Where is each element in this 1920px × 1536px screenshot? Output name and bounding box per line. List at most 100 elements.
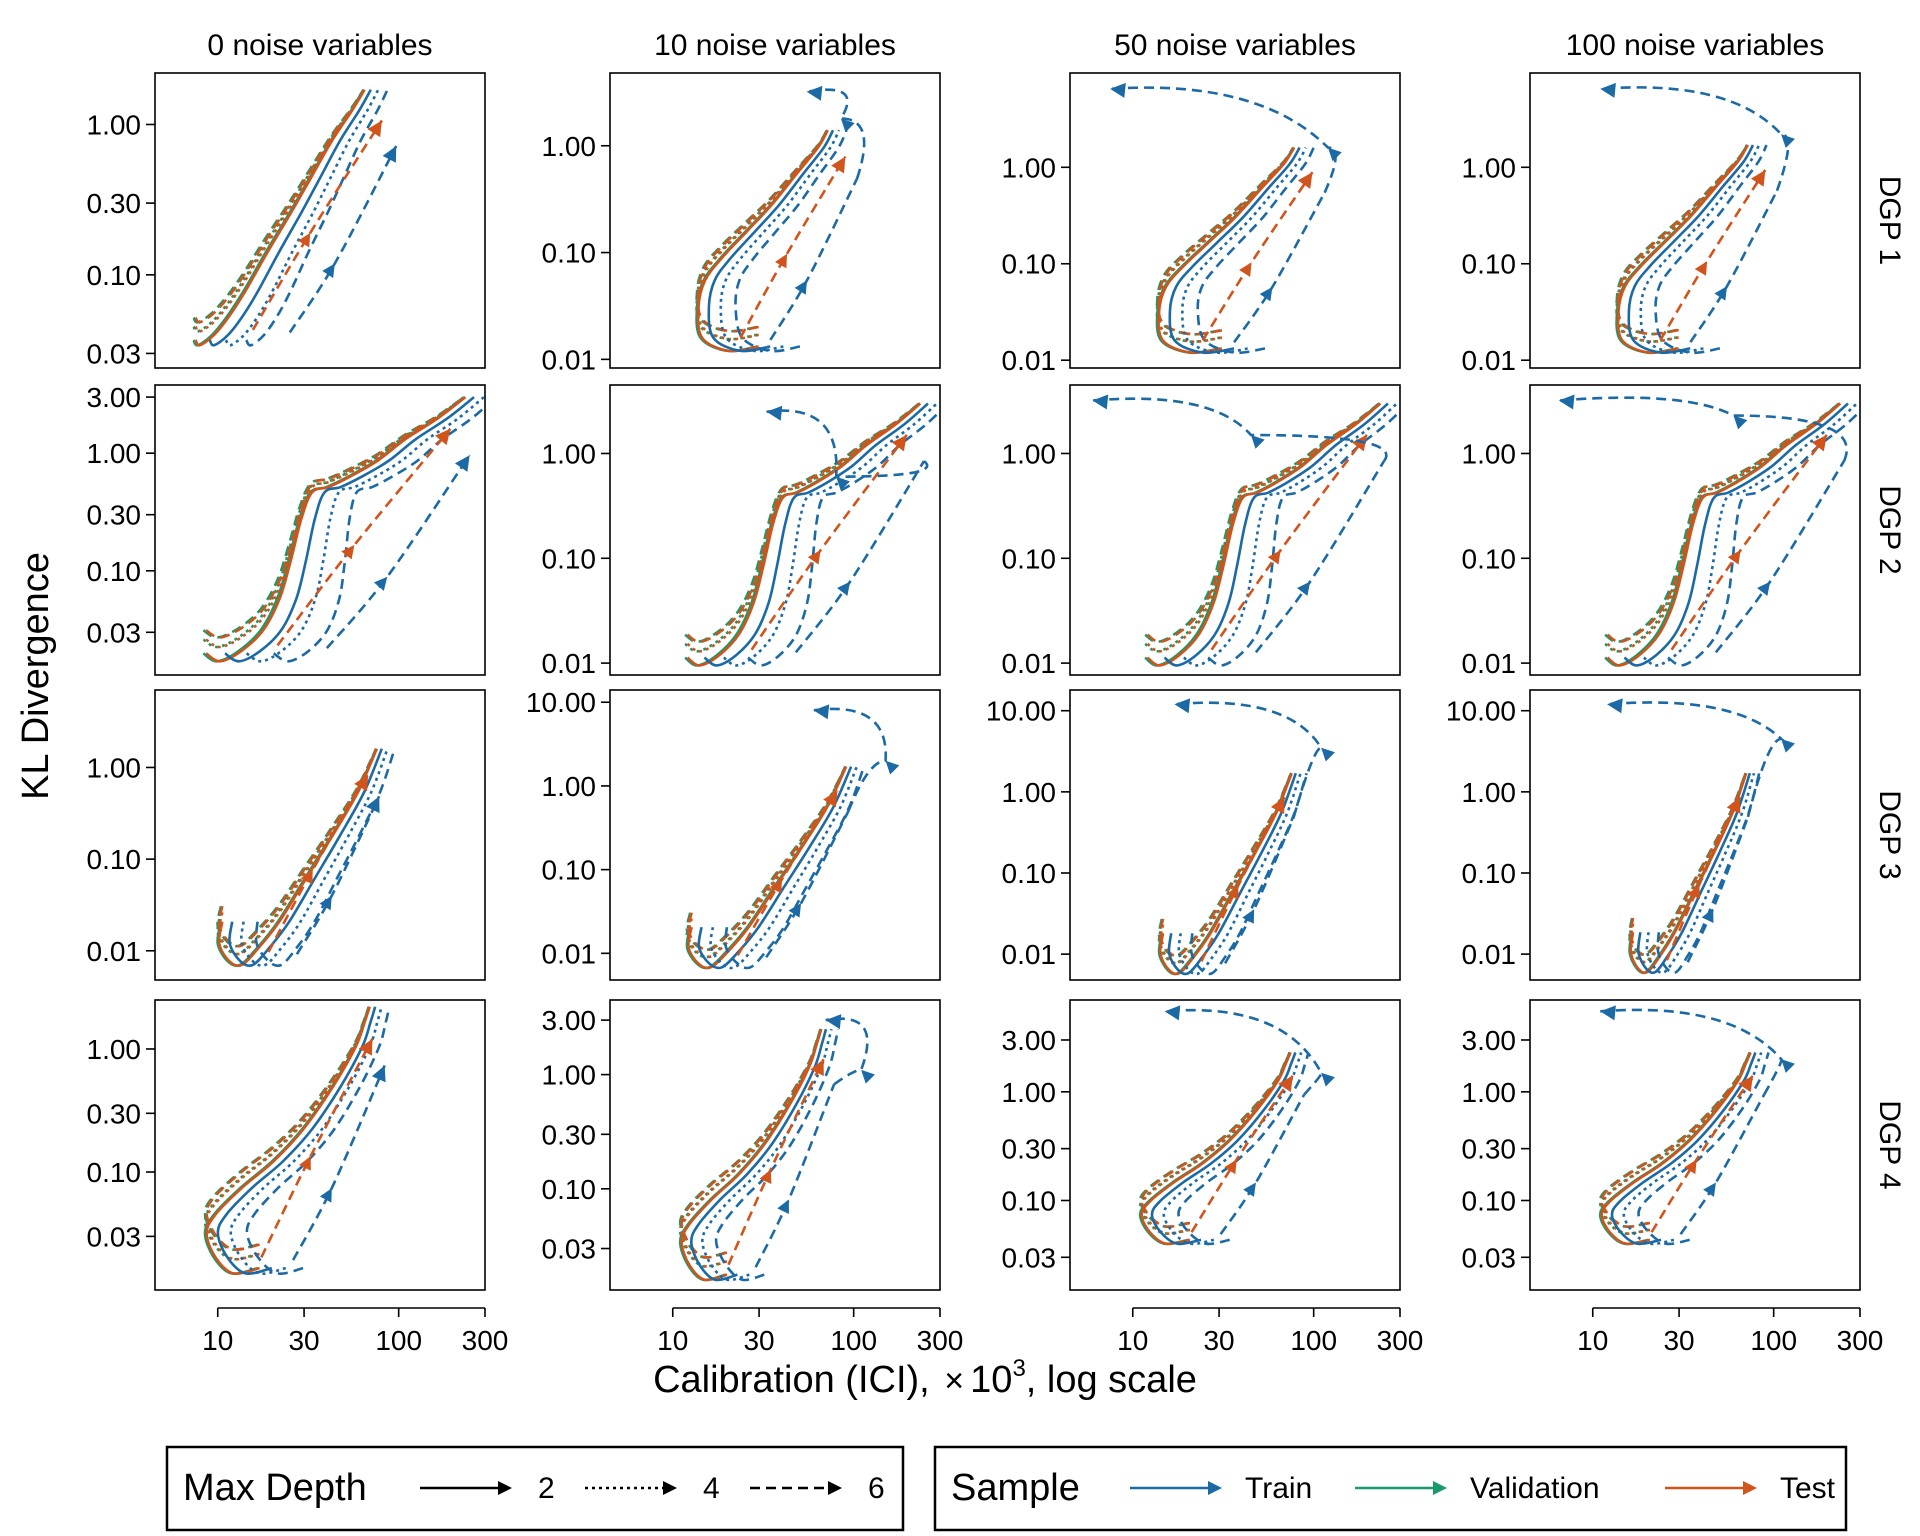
series-line-train-dashed xyxy=(1196,147,1315,355)
series-line-train-return xyxy=(1600,1008,1783,1096)
y-tick-label: 10.00 xyxy=(986,696,1056,727)
series-line-test-solid xyxy=(1157,146,1296,355)
series-line-test-dotted xyxy=(687,766,848,959)
legend-sample-label: Validation xyxy=(1470,1472,1600,1505)
arrow-train-mid xyxy=(373,576,388,591)
arrow-train-end xyxy=(454,455,470,472)
series-line-train-dashed xyxy=(1667,409,1860,667)
series-line-test-dotted xyxy=(1158,772,1293,965)
series-line-train-return xyxy=(1558,396,1848,462)
series-line-test-dotted xyxy=(1629,772,1748,964)
x-tick-label: 300 xyxy=(462,1325,509,1356)
arrow-test-end xyxy=(1351,434,1367,452)
series-line-validation-solid xyxy=(1155,146,1295,355)
arrow-test-mid xyxy=(1684,1159,1697,1175)
arrow-test-end xyxy=(354,774,369,792)
y-tick-label: 1.00 xyxy=(542,438,597,469)
arrow-test-end xyxy=(367,120,382,138)
arrow-test-mid xyxy=(1688,884,1701,900)
y-tick-label: 1.00 xyxy=(1462,777,1517,808)
arrow-test-end xyxy=(1270,797,1285,814)
series-line-train-solid xyxy=(1610,1052,1757,1246)
series-line-train-dashed-arrow xyxy=(291,1064,386,1261)
y-tick-label: 0.30 xyxy=(87,500,142,531)
y-tick-label: 0.30 xyxy=(87,188,142,219)
arrow-train-return-mid xyxy=(1321,1072,1335,1087)
series-line-train-dotted xyxy=(709,766,859,970)
arrow-test-mid xyxy=(341,545,355,560)
series-line-test-dotted xyxy=(1157,146,1296,344)
series-line-test-dashed xyxy=(194,89,366,324)
series-line-test-dotted xyxy=(680,1028,823,1268)
panel-frame xyxy=(154,999,486,1291)
legend-sample-label: Train xyxy=(1245,1472,1312,1505)
y-tick-label: 1.00 xyxy=(542,1060,597,1091)
series-line-test-dotted xyxy=(205,1006,371,1261)
series-line-validation-solid xyxy=(1144,402,1380,667)
series-line-test-solid xyxy=(1158,772,1293,976)
series-line-validation-dotted xyxy=(202,396,465,649)
series-line-train-return xyxy=(813,707,887,812)
series-line-train-dashed xyxy=(734,129,848,353)
y-tick-label: 1.00 xyxy=(1462,438,1517,469)
series-line-test-dashed xyxy=(1606,402,1841,644)
y-tick-label: 1.00 xyxy=(87,438,142,469)
series-line-train-solid xyxy=(216,1006,377,1276)
series-line-train-return xyxy=(825,1017,869,1086)
series-line-train-dashed-arrow xyxy=(1689,190,1779,343)
series-line-test-dashed-arrow xyxy=(1201,171,1314,341)
series-line-test-dashed xyxy=(217,748,378,948)
series-line-validation-dashed xyxy=(1138,1051,1291,1229)
x-tick-label: 30 xyxy=(288,1325,319,1356)
series-line-train-return xyxy=(1174,701,1324,818)
series-line-test-dashed xyxy=(205,396,467,639)
y-tick-label: 3.00 xyxy=(542,1005,597,1036)
series-line-train-dashed-arrow xyxy=(1233,192,1326,344)
series-line-train-dotted xyxy=(1645,772,1756,975)
series-line-train-dashed xyxy=(1656,772,1761,975)
y-tick-label: 1.00 xyxy=(87,1034,142,1065)
series-line-test-dashed-arrow xyxy=(276,427,452,647)
series-line-validation-dotted xyxy=(1155,146,1295,344)
series-line-train-return xyxy=(806,88,866,180)
y-tick-label: 0.03 xyxy=(1002,1242,1057,1273)
series-line-train-solid xyxy=(1636,772,1752,975)
x-tick-label: 100 xyxy=(1750,1325,1797,1356)
arrow-train-return-end xyxy=(1164,1005,1181,1021)
y-tick-label: 1.00 xyxy=(87,752,142,783)
x-axis-label: Calibration (ICI), × 103, log scale xyxy=(653,1355,1197,1401)
series-line-train-dotted xyxy=(1622,1052,1763,1246)
series-line-validation-solid xyxy=(685,766,847,970)
arrow-train-return-mid xyxy=(885,760,900,775)
y-tick-label: 1.00 xyxy=(1462,152,1517,183)
y-tick-label: 0.10 xyxy=(87,260,142,291)
x-tick-label: 300 xyxy=(1837,1325,1884,1356)
arrow-train-return-end xyxy=(1600,1005,1616,1021)
row-label: DGP 3 xyxy=(1873,790,1906,880)
arrow-train-mid xyxy=(319,895,332,911)
legend-depth-label: 4 xyxy=(703,1472,720,1505)
y-tick-label: 0.10 xyxy=(1002,249,1057,280)
y-tick-label: 3.00 xyxy=(87,382,142,413)
series-line-train-dashed xyxy=(245,1006,391,1276)
arrow-test-mid xyxy=(299,1156,311,1171)
series-line-test-solid xyxy=(686,402,922,667)
series-line-test-dotted xyxy=(1600,1051,1752,1235)
series-line-test-solid xyxy=(217,748,378,968)
y-tick-label: 1.00 xyxy=(1002,152,1057,183)
series-line-train-solid xyxy=(1167,772,1298,976)
arrow-train-return-mid xyxy=(1321,747,1335,762)
x-tick-label: 30 xyxy=(1203,1325,1234,1356)
series-line-validation-solid xyxy=(202,396,465,663)
y-tick-label: 10.00 xyxy=(1446,696,1516,727)
x-tick-label: 100 xyxy=(1290,1325,1337,1356)
y-tick-label: 0.01 xyxy=(1002,939,1057,970)
series-line-test-solid xyxy=(1629,772,1748,975)
series-line-train-dashed-arrow xyxy=(1223,816,1295,964)
panel: 0.01 0.10 1.00 xyxy=(87,689,486,981)
arrow-train-mid xyxy=(788,903,802,918)
series-line-test-dashed-arrow xyxy=(750,434,908,651)
legend-sample-arrow xyxy=(1743,1481,1757,1495)
series-line-train-return xyxy=(766,409,929,479)
series-line-train-dotted xyxy=(245,396,485,663)
